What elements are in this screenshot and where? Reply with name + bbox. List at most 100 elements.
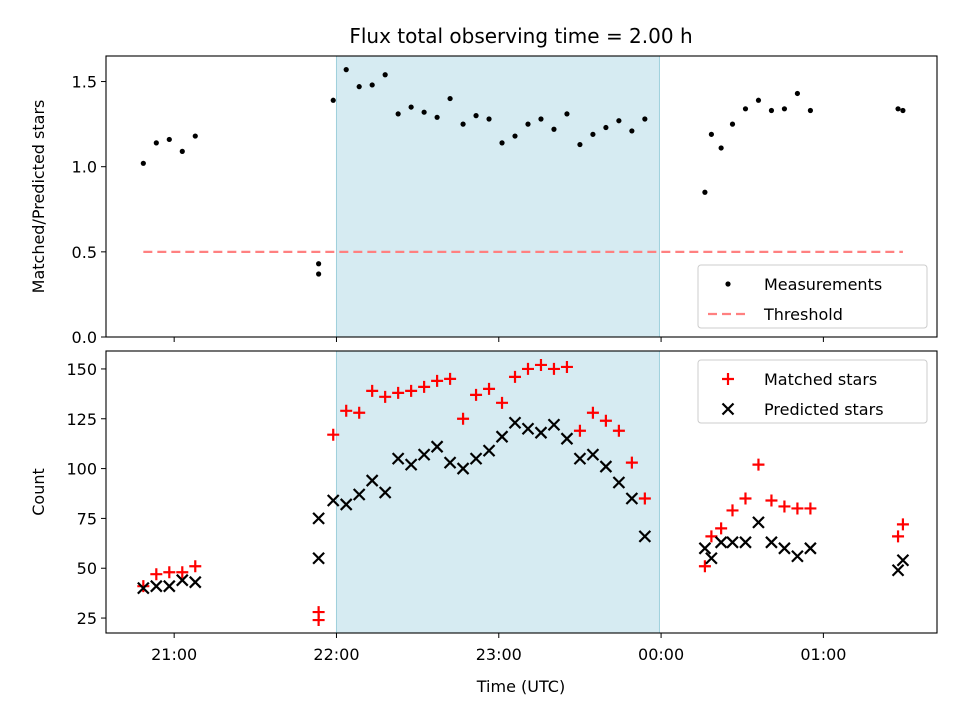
- matched-star-point: [457, 412, 470, 425]
- matched-star-point: [509, 370, 522, 383]
- predicted-star-point: [705, 551, 718, 565]
- measurement-point: [382, 72, 388, 78]
- predicted-star-point: [176, 573, 189, 587]
- measurement-point: [316, 261, 322, 267]
- matched-star-point: [586, 406, 599, 419]
- matched-star-point: [340, 404, 353, 417]
- measurement-point: [192, 133, 198, 139]
- y-tick-label: 75: [77, 509, 97, 528]
- matched-star-point: [752, 458, 765, 471]
- matched-star-point: [312, 614, 325, 627]
- matched-star-point: [483, 382, 496, 395]
- y-tick-label: 0.0: [72, 328, 97, 347]
- matched-star-point: [379, 390, 392, 403]
- legend-label: Matched stars: [764, 370, 877, 389]
- legend-label: Predicted stars: [764, 400, 884, 419]
- measurement-point: [729, 121, 736, 127]
- measurement-point: [525, 121, 531, 127]
- x-tick-label: 00:00: [638, 645, 684, 664]
- predicted-star-point: [586, 448, 600, 461]
- matched-star-point: [470, 388, 483, 401]
- legend-label: Measurements: [764, 275, 882, 294]
- matched-star-point: [176, 566, 189, 579]
- measurement-point: [642, 116, 648, 122]
- measurement-point: [447, 95, 453, 102]
- predicted-star-point: [378, 486, 392, 499]
- predicted-star-point: [752, 516, 765, 529]
- measurement-point: [356, 84, 362, 90]
- predicted-star-point: [312, 551, 325, 565]
- measurement-point: [755, 97, 762, 103]
- matched-star-point: [638, 492, 651, 505]
- matched-star-point: [715, 522, 728, 535]
- predicted-star-point: [612, 476, 626, 489]
- measurement-point: [434, 114, 440, 120]
- matched-star-point: [366, 384, 379, 397]
- predicted-star-point: [188, 575, 202, 589]
- y-tick-label: 50: [77, 559, 97, 578]
- matched-star-point: [765, 494, 778, 507]
- predicted-star-point: [765, 536, 778, 549]
- predicted-star-point: [443, 456, 457, 469]
- measurement-point: [179, 148, 185, 154]
- predicted-star-point: [391, 452, 405, 465]
- predicted-star-point: [150, 579, 163, 593]
- predicted-star-point: [495, 430, 509, 443]
- matched-star-point: [353, 406, 366, 419]
- count-panel: 25 50 75 100 125 150 21:00 22:00 23:00 00:00 01:00…: [29, 350, 938, 664]
- measurement-point: [794, 90, 801, 97]
- measurement-point: [900, 107, 906, 114]
- y-tick-label: 25: [77, 609, 97, 628]
- predicted-star-point: [508, 416, 522, 430]
- predicted-star-point: [599, 460, 613, 473]
- legend-cross-swatch: [721, 402, 735, 416]
- matched-star-point: [547, 362, 560, 375]
- measurement-point: [343, 67, 349, 73]
- matched-star-point: [496, 396, 509, 409]
- matched-star-point: [431, 374, 444, 387]
- predicted-star-point: [404, 458, 418, 471]
- matched-star-point: [739, 492, 752, 505]
- matched-star-point: [778, 500, 791, 513]
- measurement-point: [538, 116, 544, 122]
- predicted-star-point: [339, 498, 353, 511]
- predicted-star-point: [456, 462, 470, 475]
- matched-star-point: [726, 504, 739, 517]
- measurement-point: [499, 140, 505, 146]
- measurement-point: [616, 118, 622, 124]
- matched-star-point: [405, 384, 418, 397]
- measurement-point: [330, 97, 336, 103]
- measurement-point: [140, 160, 146, 166]
- legend: Matched stars Predicted stars: [697, 359, 928, 424]
- matched-star-point: [892, 530, 905, 543]
- measurement-point: [551, 126, 557, 132]
- observing-interval-shade: [335, 350, 660, 634]
- measurement-point: [153, 140, 159, 146]
- matched-star-point: [791, 502, 804, 515]
- measurement-point: [486, 116, 492, 122]
- predicted-star-point: [698, 542, 712, 555]
- matched-star-point: [896, 518, 909, 531]
- predicted-star-point: [326, 494, 340, 507]
- predicted-star-point: [521, 422, 535, 436]
- measurement-point: [408, 104, 414, 110]
- measurement-point: [895, 106, 901, 112]
- measurement-point: [718, 145, 724, 151]
- x-axis-label: Time (UTC): [476, 677, 565, 696]
- measurement-point: [166, 136, 172, 143]
- measurement-point: [395, 111, 401, 117]
- measurement-point: [460, 121, 466, 127]
- predicted-star-point: [726, 536, 739, 549]
- measurement-point: [473, 113, 479, 119]
- measurement-point: [781, 106, 788, 112]
- measurement-point: [512, 133, 518, 139]
- axes-frame: [105, 55, 938, 338]
- matched-star-point: [804, 502, 817, 515]
- measurement-point: [316, 271, 322, 277]
- predicted-star-point: [739, 536, 752, 549]
- matched-star-point: [150, 568, 163, 581]
- measurement-point: [742, 106, 749, 112]
- predicted-star-point: [804, 542, 817, 555]
- predicted-star-point: [430, 440, 444, 453]
- matched-star-point: [444, 372, 457, 385]
